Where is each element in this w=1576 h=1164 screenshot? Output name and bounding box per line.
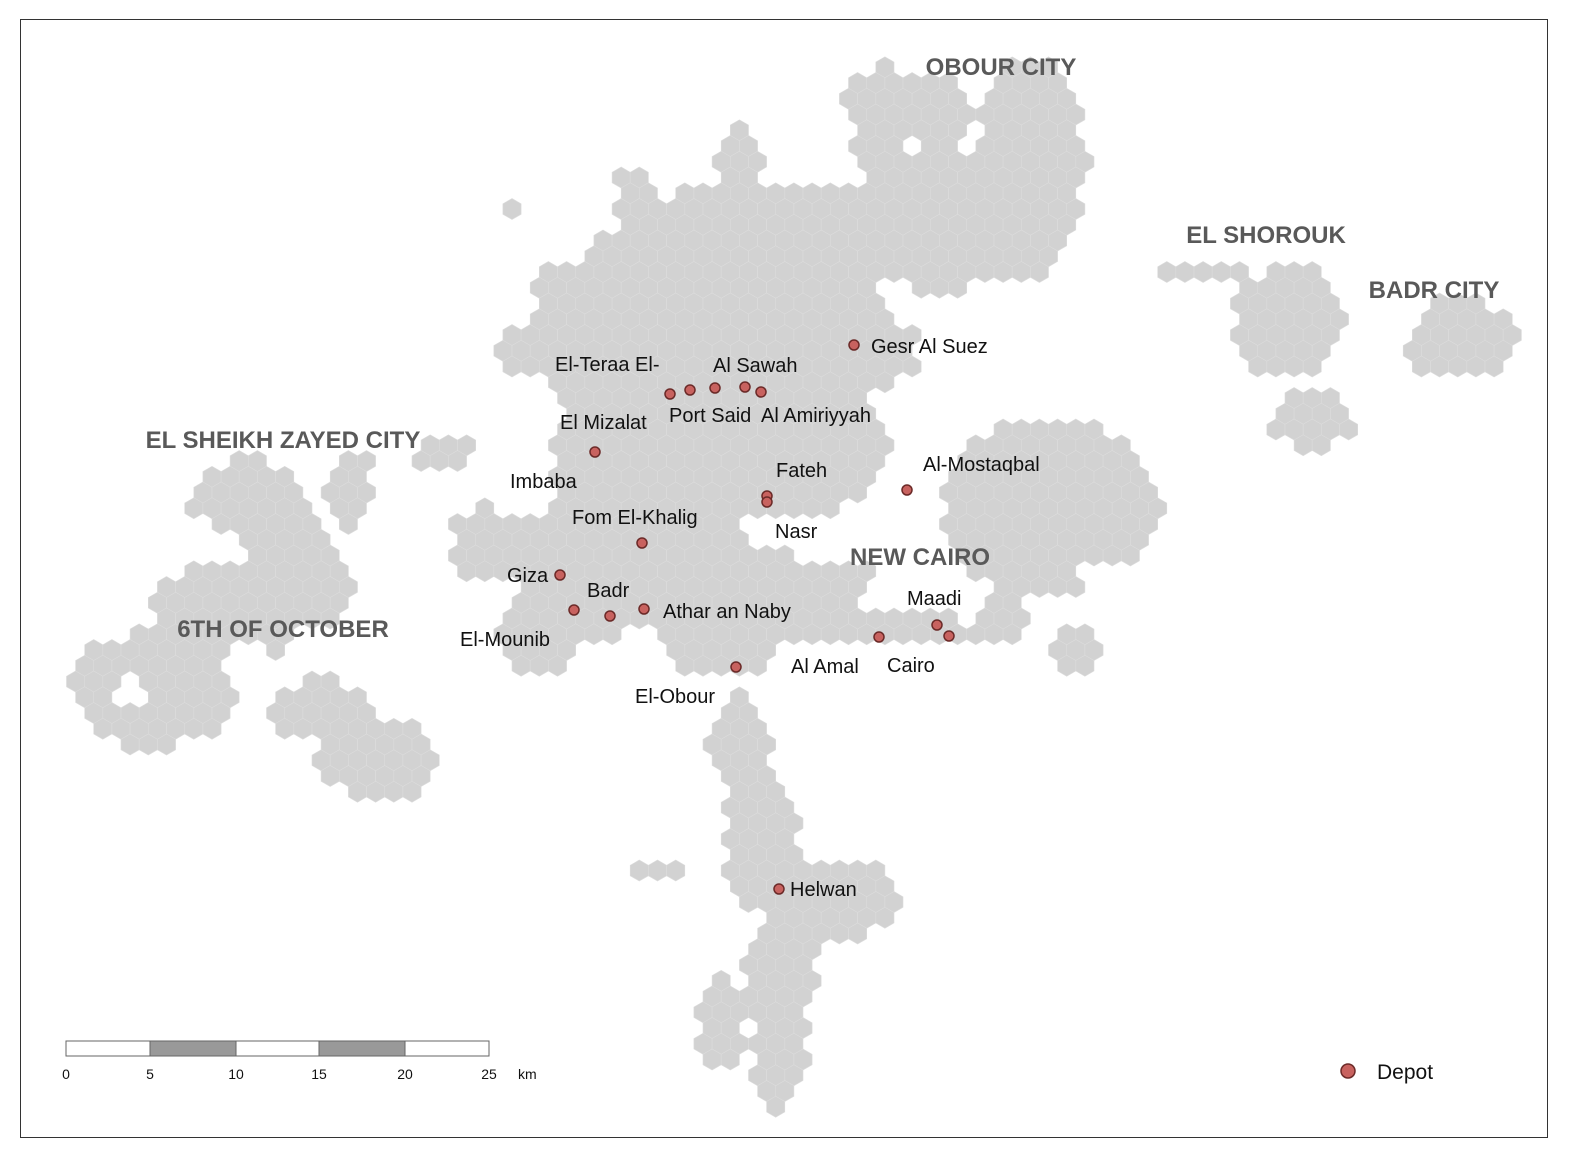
- depot-label-al-amal: Al Amal: [791, 656, 859, 678]
- depot-marker-gesr-al-suez[interactable]: [848, 339, 860, 351]
- depot-label-el-teraa-el: El-Teraa El-: [555, 354, 659, 376]
- depot-label-imbaba: Imbaba: [510, 471, 578, 493]
- depot-label-maadi: Maadi: [907, 588, 961, 610]
- hexagon-cell: [820, 497, 840, 520]
- scale-bar: 0 5 10 15 20 25 km: [62, 1040, 537, 1082]
- scale-tick-0: 0: [62, 1066, 70, 1082]
- scale-tick-10: 10: [228, 1066, 244, 1082]
- scale-unit: km: [518, 1066, 537, 1082]
- scale-tick-20: 20: [397, 1066, 413, 1082]
- depot-marker-al-amal[interactable]: [873, 631, 885, 643]
- hexagon-cell: [1030, 261, 1049, 283]
- hexagon-cell: [666, 859, 686, 882]
- depot-marker-athar-an-naby[interactable]: [638, 603, 650, 615]
- region-label-obour-city: OBOUR CITY: [926, 54, 1077, 81]
- depot-markers: [554, 339, 955, 895]
- depot-marker-el-mounib[interactable]: [568, 604, 580, 616]
- hexagon-cell: [648, 859, 667, 882]
- depot-marker-al-amiriyyah[interactable]: [755, 386, 767, 398]
- hexagon-cell: [1157, 261, 1177, 283]
- depot-marker-giza[interactable]: [554, 569, 566, 581]
- depot-label-badr: Badr: [587, 580, 630, 602]
- region-labels: OBOUR CITY EL SHOROUK BADR CITY EL SHEIK…: [146, 54, 1500, 643]
- depot-label-nasr: Nasr: [775, 521, 818, 543]
- hexagon-cell: [902, 355, 922, 378]
- region-label-el-sheikh-zayed-city: EL SHEIKH ZAYED CITY: [146, 427, 421, 454]
- legend: Depot: [1340, 1061, 1433, 1084]
- hexagon-cell: [948, 276, 968, 299]
- map-canvas[interactable]: OBOUR CITY EL SHOROUK BADR CITY EL SHEIK…: [21, 20, 1548, 1138]
- hexagon-cell: [157, 733, 176, 756]
- depot-label-el-mounib: El-Mounib: [460, 629, 550, 651]
- hexagon-cell: [1211, 261, 1231, 283]
- depot-marker-port-said[interactable]: [684, 384, 696, 396]
- hexagon-cell: [266, 639, 286, 661]
- hexagon-cell: [1193, 261, 1213, 283]
- hexagon-cell: [875, 371, 895, 394]
- depot-label-el-obour: El-Obour: [635, 686, 715, 708]
- hexagon-cell: [602, 623, 622, 646]
- depot-label-helwan: Helwan: [790, 879, 857, 901]
- hexagon-cell: [720, 1048, 740, 1071]
- hexagon-cell: [1002, 623, 1022, 646]
- hexagon-cell: [502, 198, 522, 220]
- depot-label-fateh: Fateh: [776, 460, 827, 482]
- hexagon-cell: [766, 1095, 786, 1118]
- hexagon-cell: [1339, 418, 1358, 441]
- region-label-badr-city: BADR CITY: [1369, 277, 1500, 304]
- depot-label-port-said: Port Said: [669, 405, 751, 427]
- depot-labels: Gesr Al Suez El-Teraa El- Al Sawah Port …: [460, 336, 1040, 901]
- scale-tick-15: 15: [311, 1066, 327, 1082]
- hexagon-cell: [1484, 355, 1504, 378]
- hexagon-cell: [1066, 576, 1086, 598]
- depot-marker-helwan[interactable]: [773, 883, 785, 895]
- hexagon-cell: [848, 922, 868, 945]
- depot-label-al-sawah: Al Sawah: [713, 355, 798, 377]
- scale-tick-5: 5: [146, 1066, 154, 1082]
- legend-depot-label: Depot: [1377, 1061, 1433, 1084]
- depot-label-giza: Giza: [507, 565, 549, 587]
- depot-marker-al-sawah-2[interactable]: [739, 381, 751, 393]
- hexagon-cell: [320, 607, 340, 630]
- depot-label-fom-el-khalig: Fom El-Khalig: [572, 507, 698, 529]
- hexagon-cell: [1311, 434, 1331, 457]
- region-label-el-shorouk: EL SHOROUK: [1186, 222, 1346, 249]
- hexagon-cell: [848, 481, 868, 504]
- region-label-new-cairo: NEW CAIRO: [850, 544, 990, 571]
- depot-label-al-mostaqbal: Al-Mostaqbal: [923, 454, 1040, 476]
- hexagon-cell: [1175, 261, 1195, 283]
- map-frame: OBOUR CITY EL SHOROUK BADR CITY EL SHEIK…: [20, 19, 1548, 1138]
- hexagon-cell: [202, 717, 222, 740]
- depot-marker-maadi[interactable]: [931, 619, 943, 631]
- hexagon-grid-layer: [66, 56, 1522, 1118]
- depot-label-el-mizalat: El Mizalat: [560, 412, 647, 434]
- depot-label-cairo: Cairo: [887, 655, 935, 677]
- depot-marker-al-sawah[interactable]: [709, 382, 721, 394]
- depot-marker-el-obour[interactable]: [730, 661, 742, 673]
- hexagon-cell: [748, 654, 767, 677]
- depot-marker-el-mizalat[interactable]: [589, 446, 601, 458]
- depot-label-al-amiriyyah: Al Amiriyyah: [761, 405, 871, 427]
- depot-label-athar-an-naby: Athar an Naby: [663, 601, 791, 623]
- hexagon-cell: [1302, 355, 1322, 378]
- hexagon-cell: [875, 906, 895, 929]
- hexagon-cell: [1121, 544, 1140, 567]
- depot-marker-fom-el-khalig[interactable]: [636, 537, 648, 549]
- hexagon-cell: [338, 513, 358, 535]
- hexagon-cell: [629, 859, 649, 882]
- hexagon-cell: [448, 450, 467, 472]
- hexagon-cell: [402, 780, 422, 803]
- hexagon-cell: [548, 654, 567, 677]
- depot-marker-el-teraa-el[interactable]: [664, 388, 676, 400]
- region-label-6th-of-october: 6TH OF OCTOBER: [177, 616, 389, 643]
- depot-marker-badr[interactable]: [604, 610, 616, 622]
- scale-tick-25: 25: [481, 1066, 497, 1082]
- hexagon-cell: [1075, 654, 1095, 677]
- depot-marker-nasr[interactable]: [761, 496, 773, 508]
- legend-depot-symbol: [1340, 1063, 1356, 1079]
- depot-marker-cairo[interactable]: [943, 630, 955, 642]
- depot-label-gesr-al-suez: Gesr Al Suez: [871, 336, 988, 358]
- depot-marker-al-mostaqbal[interactable]: [901, 484, 913, 496]
